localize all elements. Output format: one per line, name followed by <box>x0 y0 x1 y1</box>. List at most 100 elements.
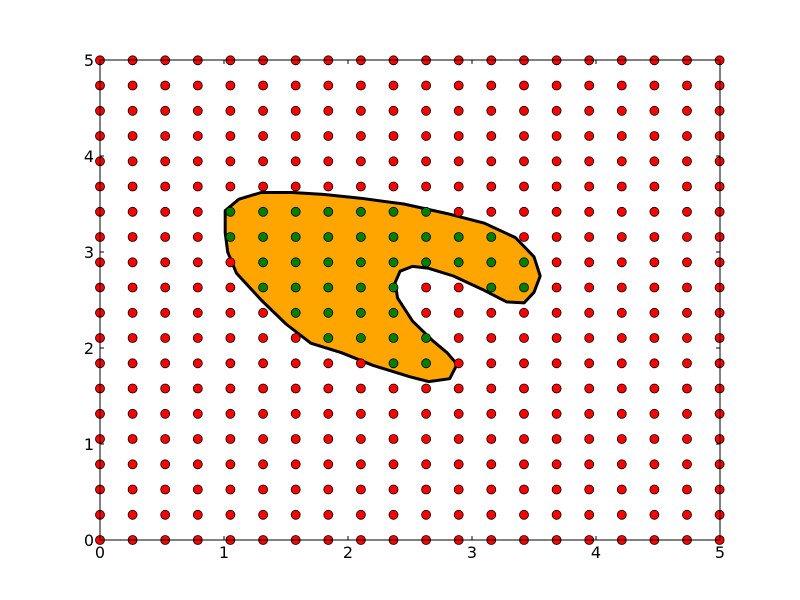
outside-point <box>127 358 138 369</box>
outside-point <box>192 105 203 116</box>
outside-point <box>290 434 301 444</box>
outside-point <box>584 459 595 470</box>
outside-point <box>519 131 529 141</box>
outside-point <box>616 232 627 242</box>
outside-point <box>421 282 432 293</box>
outside-point <box>649 333 660 343</box>
inside-point <box>388 282 399 293</box>
outside-point <box>323 383 334 394</box>
outside-point <box>127 156 138 167</box>
outside-point <box>388 434 399 444</box>
outside-point <box>519 484 529 495</box>
outside-point <box>584 181 595 192</box>
outside-point <box>290 80 301 91</box>
outside-point <box>258 408 269 419</box>
outside-point <box>682 156 692 167</box>
outside-point <box>453 206 464 217</box>
outside-point <box>584 408 595 419</box>
outside-point <box>486 206 497 217</box>
outside-point <box>355 434 366 444</box>
outside-point <box>225 131 236 141</box>
outside-point <box>519 459 529 470</box>
ticks-layer <box>99 59 721 541</box>
outside-point <box>551 232 562 242</box>
outside-point <box>649 232 660 242</box>
outside-point <box>127 333 138 343</box>
outside-point <box>649 459 660 470</box>
outside-point <box>323 131 334 141</box>
inside-point <box>290 307 301 318</box>
outside-point <box>127 307 138 318</box>
outside-point <box>290 156 301 167</box>
outside-point <box>486 484 497 495</box>
outside-point <box>584 156 595 167</box>
outside-point <box>519 383 529 394</box>
outside-point <box>682 459 692 470</box>
outside-point <box>160 383 171 394</box>
inside-point <box>486 232 497 242</box>
outside-point <box>290 358 301 369</box>
outside-point <box>453 105 464 116</box>
outside-point <box>584 257 595 268</box>
outside-point <box>421 80 432 91</box>
y-tick-label: 5 <box>84 51 94 70</box>
outside-point <box>551 383 562 394</box>
outside-point <box>584 509 595 520</box>
outside-point <box>616 358 627 369</box>
inside-point <box>388 232 399 242</box>
outside-point <box>682 408 692 419</box>
outside-point <box>616 333 627 343</box>
outside-point <box>421 484 432 495</box>
outside-point <box>519 80 529 91</box>
outside-point <box>551 131 562 141</box>
outside-point <box>290 383 301 394</box>
outside-point <box>584 232 595 242</box>
inside-point <box>355 333 366 343</box>
outside-point <box>551 307 562 318</box>
outside-point <box>616 80 627 91</box>
outside-point <box>519 408 529 419</box>
plot-frame <box>99 59 721 541</box>
outside-point <box>192 307 203 318</box>
outside-point <box>453 484 464 495</box>
outside-point <box>584 358 595 369</box>
outside-point <box>388 408 399 419</box>
x-tick-label: 3 <box>467 543 477 562</box>
outside-point <box>551 358 562 369</box>
outside-point <box>323 358 334 369</box>
outside-point <box>421 307 432 318</box>
outside-point <box>486 358 497 369</box>
outside-point <box>192 383 203 394</box>
outside-point <box>421 509 432 520</box>
outside-point <box>258 358 269 369</box>
outside-point <box>584 383 595 394</box>
outside-point <box>682 105 692 116</box>
outside-point <box>160 206 171 217</box>
outside-point <box>258 131 269 141</box>
outside-point <box>160 257 171 268</box>
outside-point <box>649 105 660 116</box>
inside-point <box>258 257 269 268</box>
outside-point <box>258 307 269 318</box>
outside-point <box>388 509 399 520</box>
inside-point <box>323 307 334 318</box>
outside-point <box>355 383 366 394</box>
outside-point <box>453 434 464 444</box>
outside-point <box>355 509 366 520</box>
inside-point <box>225 206 236 217</box>
inside-point <box>486 257 497 268</box>
outside-point <box>323 105 334 116</box>
outside-point <box>682 80 692 91</box>
tick-labels-layer: 0 1 2 3 4 5 0 1 2 3 4 5 <box>84 51 725 562</box>
outside-point <box>453 156 464 167</box>
outside-point <box>258 181 269 192</box>
outside-point <box>160 232 171 242</box>
outside-point <box>160 434 171 444</box>
outside-point <box>616 509 627 520</box>
outside-point <box>225 358 236 369</box>
outside-point <box>355 131 366 141</box>
outside-point <box>160 156 171 167</box>
inside-point <box>258 282 269 293</box>
outside-point <box>421 408 432 419</box>
